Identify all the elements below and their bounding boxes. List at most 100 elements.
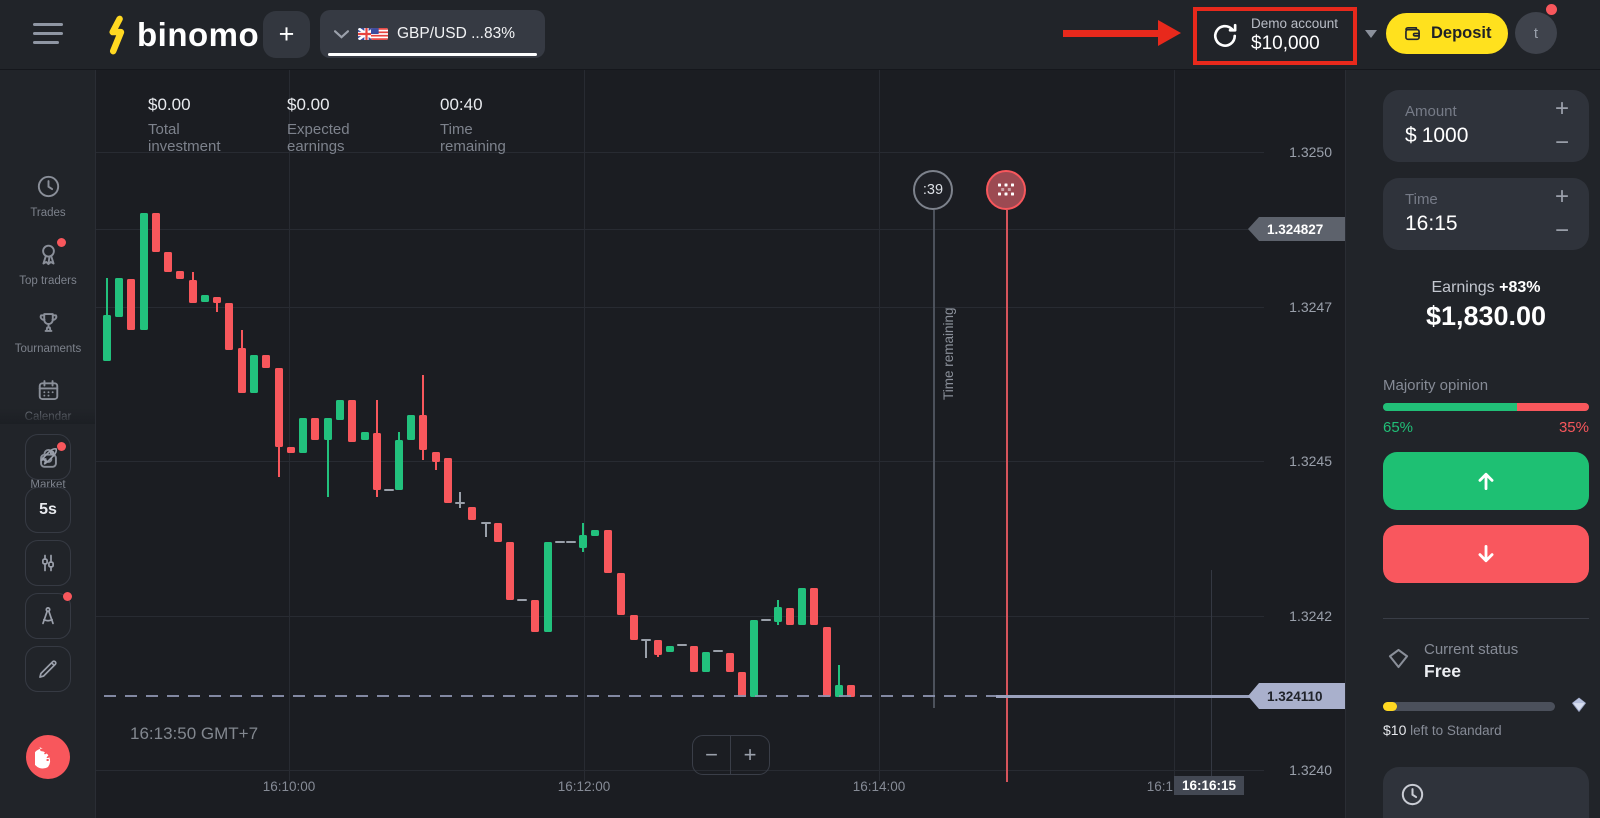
avatar[interactable]: t (1515, 12, 1557, 54)
candle-up (544, 542, 552, 632)
candle-down (287, 447, 295, 453)
clock-icon (35, 173, 62, 200)
tool-button-drawing-tools[interactable] (25, 592, 72, 639)
sidebar-item-top-traders[interactable]: Top traders (0, 238, 96, 287)
candle-up (201, 295, 209, 302)
zoom-out-button[interactable]: − (693, 736, 731, 774)
calendar-icon (35, 377, 62, 404)
help-question-label: ? (43, 747, 53, 765)
gridline-horizontal (96, 229, 1264, 230)
candle-up (250, 355, 258, 393)
sidebar-item-tournaments[interactable]: Tournaments (0, 309, 96, 355)
candle-down (176, 271, 184, 279)
doji-stem (645, 640, 647, 658)
doji-candle (713, 650, 723, 652)
diamond-icon (1385, 645, 1412, 677)
candle-down (617, 573, 625, 615)
expiry-line (1211, 570, 1212, 782)
candle-up (361, 432, 369, 440)
bolt-icon (109, 15, 125, 55)
us-flag-icon (371, 28, 388, 40)
time-field[interactable]: Time 16:15 + − (1383, 178, 1589, 250)
amount-decrease-button[interactable]: − (1554, 129, 1569, 156)
trade-marker-bubble[interactable] (986, 170, 1026, 210)
candle-up (299, 418, 307, 453)
deposit-button[interactable]: Deposit (1386, 13, 1508, 54)
gridline-horizontal (96, 616, 1264, 617)
amount-field[interactable]: Amount $1000 + − (1383, 90, 1589, 162)
current-status-value: Free (1424, 661, 1461, 681)
zoom-in-button[interactable]: + (743, 742, 757, 767)
candle-down (275, 368, 283, 477)
candle-down (654, 640, 662, 657)
earnings-value: $1,830.00 (1425, 301, 1547, 331)
sidebar-item-trades[interactable]: Trades (0, 173, 96, 219)
candle-down (823, 627, 831, 697)
asset-tab[interactable]: GBP/USD ...83% (320, 10, 545, 58)
price-tick-label: 1.3245 (1289, 453, 1332, 469)
candle-down (726, 653, 734, 672)
clock-icon (1401, 783, 1424, 806)
notification-dot (63, 592, 72, 601)
tool-button-interval-5s[interactable]: 5s (25, 487, 71, 533)
candle-down (262, 355, 270, 368)
time-tick-label: 16:12:00 (557, 779, 611, 794)
arrow-up-icon (1478, 472, 1494, 490)
info-value: 00:40 (440, 95, 483, 114)
sidebar-item-label: Top traders (19, 275, 77, 287)
price-chart[interactable]: $0.00 Total investment $0.00 Expected earni… (96, 70, 1345, 818)
candle-up (395, 432, 403, 490)
purchase-deadline-badge: 16:16:15 (1174, 776, 1245, 795)
nav-fade (0, 408, 95, 424)
buy-up-button[interactable] (1383, 452, 1589, 510)
status-progress-fill (1383, 702, 1397, 711)
sidebar-item-label: Tournaments (14, 343, 82, 355)
account-type-label: Demo account (1251, 16, 1339, 32)
doji-stem (485, 523, 487, 537)
tool-button-pencil[interactable] (25, 646, 71, 692)
candle-up (835, 665, 843, 697)
candle-down (373, 400, 381, 497)
candle-down (786, 608, 794, 625)
doji-stem (459, 492, 461, 508)
amount-increase-button[interactable]: + (1554, 95, 1569, 122)
status-progress-note: $10 left to Standard (1383, 722, 1502, 738)
candle-down (531, 600, 539, 632)
earnings-label: Earnings +83% (1431, 279, 1541, 296)
majority-opinion-label: Majority opinion (1383, 377, 1489, 394)
menu-icon[interactable] (33, 23, 63, 47)
doji-candle (555, 541, 565, 543)
account-switcher[interactable]: Demo account $10,000 (1193, 7, 1357, 65)
majority-opinion-bar (1383, 403, 1589, 411)
add-asset-button[interactable]: + (263, 11, 310, 58)
candle-down (630, 615, 638, 640)
gem-icon (1568, 694, 1590, 721)
earnings-percent: +83% (1499, 279, 1541, 296)
doji-candle (517, 599, 527, 601)
price-tick-label: 1.3247 (1289, 299, 1332, 315)
candle-up (774, 600, 782, 625)
time-decrease-button[interactable]: − (1554, 217, 1569, 244)
purchase-time-line (1006, 210, 1008, 782)
info-time-remaining: 00:40 Time remaining (440, 95, 506, 155)
trade-panel: Amount $1000 + − Time 16:15 + − Earnings… (1345, 70, 1600, 818)
tool-label: 5s (39, 501, 57, 518)
candle-down (164, 252, 172, 272)
gridline-vertical (879, 70, 880, 781)
arrow-down-icon (1478, 545, 1494, 563)
majority-up-segment (1383, 403, 1517, 411)
candle-up (115, 278, 123, 317)
trade-timer-bubble[interactable]: :39 (913, 170, 953, 210)
candle-up (702, 652, 710, 672)
candle-down (311, 418, 319, 440)
account-balance: $10,000 (1251, 32, 1320, 54)
tool-button-indicators[interactable] (25, 540, 71, 586)
doji-candle (566, 541, 576, 543)
help-button[interactable]: ? (26, 735, 70, 779)
account-chevron-icon[interactable] (1365, 30, 1377, 38)
candle-down (494, 523, 502, 542)
buy-down-button[interactable] (1383, 525, 1589, 583)
time-increase-button[interactable]: + (1554, 183, 1569, 210)
tool-button-strategies[interactable] (25, 434, 71, 480)
trades-history-card[interactable] (1383, 767, 1589, 818)
